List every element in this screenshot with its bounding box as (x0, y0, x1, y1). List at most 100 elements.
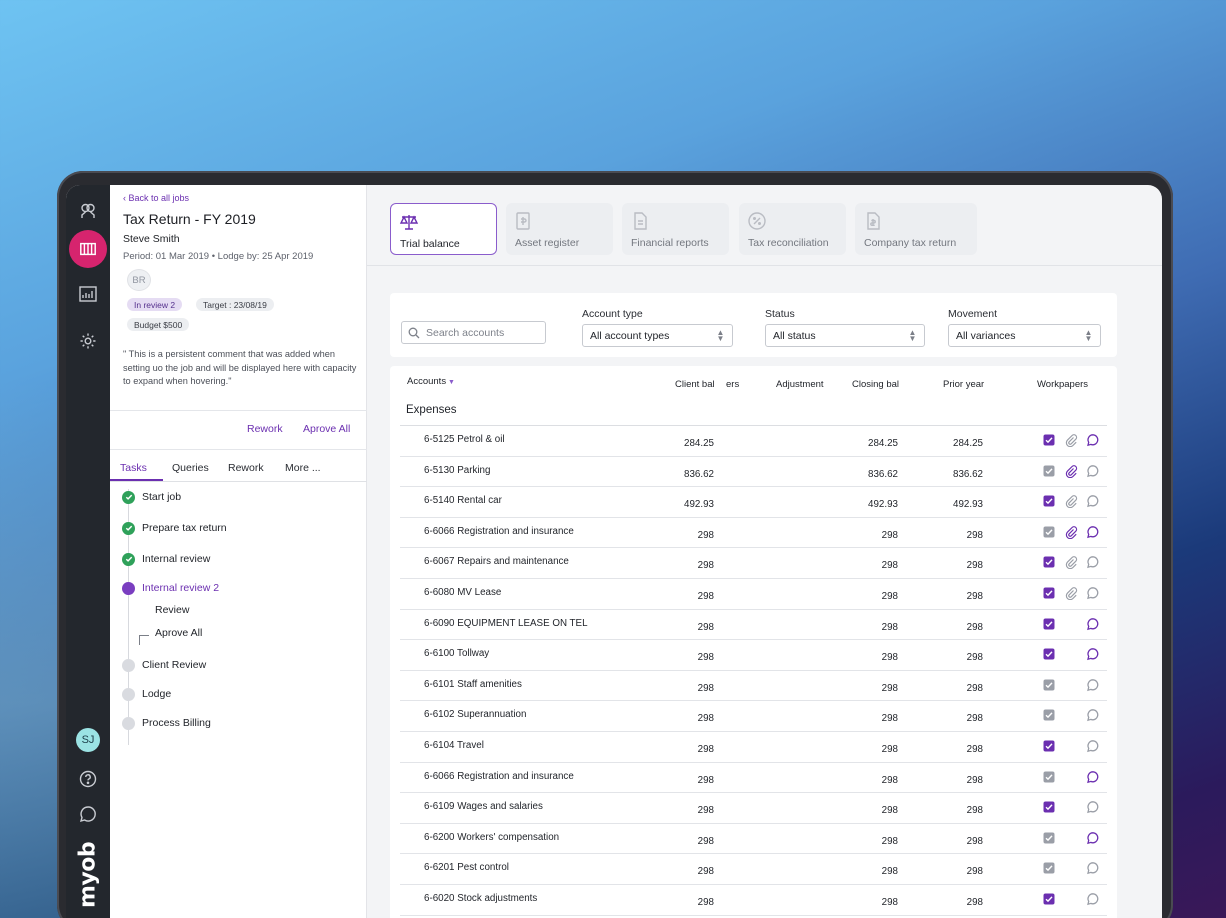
workpaper-done-icon[interactable] (1042, 800, 1056, 814)
tab-tasks[interactable]: Tasks (120, 462, 147, 474)
table-row[interactable]: 6-6102 Superannuation 298 298 298 (400, 701, 1107, 732)
tab-more[interactable]: More ... (285, 462, 321, 474)
help-icon[interactable] (66, 761, 110, 797)
task-step[interactable]: Lodge (122, 686, 171, 702)
task-step[interactable]: Internal review (122, 551, 210, 567)
gear-icon[interactable] (66, 323, 110, 359)
table-row[interactable]: 6-5125 Petrol & oil 284.25 284.25 284.25 (400, 426, 1107, 457)
col-header-prior-year[interactable]: Prior year (943, 379, 985, 390)
workpaper-done-icon[interactable] (1042, 739, 1056, 753)
workpaper-todo-icon[interactable] (1042, 708, 1056, 722)
col-header-accounts[interactable]: Accounts ▼ (407, 376, 455, 387)
chat-icon[interactable] (66, 796, 110, 832)
comment-icon[interactable] (1086, 770, 1100, 784)
workpaper-done-icon[interactable] (1042, 494, 1056, 508)
workpaper-done-icon[interactable] (1042, 892, 1056, 906)
rework-button[interactable]: Rework (247, 423, 283, 435)
table-row[interactable]: 6-6109 Wages and salaries 298 298 298 (400, 793, 1107, 824)
tab-company-tax-return[interactable]: Company tax return (855, 203, 977, 255)
table-row[interactable]: 6-5130 Parking 836.62 836.62 836.62 (400, 457, 1107, 488)
col-header-adjustment[interactable]: Adjustment (776, 379, 824, 390)
table-row[interactable]: 6-6104 Travel 298 298 298 (400, 732, 1107, 763)
table-row[interactable]: 6-6201 Pest control 298 298 298 (400, 854, 1107, 885)
attachment-icon[interactable] (1064, 586, 1078, 601)
workpaper-done-icon[interactable] (1042, 617, 1056, 631)
comment-icon[interactable] (1086, 739, 1100, 753)
comment-icon[interactable] (1086, 617, 1100, 631)
attachment-icon[interactable] (1064, 525, 1078, 540)
col-header-closing-bal[interactable]: Closing bal (852, 379, 899, 390)
comment-icon[interactable] (1086, 831, 1100, 845)
comment-icon[interactable] (1086, 586, 1100, 600)
table-row[interactable]: 6-6067 Repairs and maintenance 298 298 298 (400, 548, 1107, 579)
task-step[interactable]: Process Billing (122, 715, 211, 731)
comment-icon[interactable] (1086, 464, 1100, 478)
comment-icon[interactable] (1086, 678, 1100, 692)
comment-icon[interactable] (1086, 708, 1100, 722)
task-step-current[interactable]: Internal review 2 (122, 580, 219, 596)
comment-icon[interactable] (1086, 800, 1100, 814)
comment-icon[interactable] (1086, 861, 1100, 875)
comment-icon[interactable] (1086, 647, 1100, 661)
attachment-icon[interactable] (1064, 433, 1078, 448)
comment-icon[interactable] (1086, 525, 1100, 539)
movement-select[interactable]: All variances ▲ ▼ (948, 324, 1101, 347)
table-row[interactable]: 6-6090 EQUIPMENT LEASE ON TEL 298 298 298 (400, 610, 1107, 641)
tab-financial-reports[interactable]: Financial reports (622, 203, 729, 255)
search-input[interactable]: Search accounts (401, 321, 546, 344)
people-icon[interactable] (66, 193, 110, 229)
approve-all-button[interactable]: Aprove All (303, 423, 351, 435)
tab-asset-register[interactable]: Asset register (506, 203, 613, 255)
user-avatar[interactable]: SJ (76, 728, 100, 752)
workpaper-done-icon[interactable] (1042, 555, 1056, 569)
col-header-workpapers[interactable]: Workpapers (1037, 379, 1089, 390)
main-content: Trial balance Asset register Financial r… (367, 185, 1162, 918)
comment-icon[interactable] (1086, 433, 1100, 447)
table-row[interactable]: 6-5140 Rental car 492.93 492.93 492.93 (400, 487, 1107, 518)
table-row[interactable]: 6-6101 Staff amenities 298 298 298 (400, 671, 1107, 702)
assignee-avatar[interactable]: BR (127, 269, 151, 291)
substep-review[interactable]: Review (155, 604, 190, 616)
task-step[interactable]: Start job (122, 489, 181, 505)
table-row[interactable]: 6-6066 Registration and insurance 298 298 2… (400, 518, 1107, 549)
comment-icon[interactable] (1086, 892, 1100, 906)
table-row[interactable]: 6-6066 Registration and insurance 298 298 2… (400, 763, 1107, 794)
tab-queries[interactable]: Queries (172, 462, 209, 474)
tab-tax-reconciliation[interactable]: Tax reconciliation (739, 203, 846, 255)
substep-approve-all[interactable]: Aprove All (155, 627, 203, 639)
workpaper-done-icon[interactable] (1042, 586, 1056, 600)
client-bal-value: 298 (697, 652, 714, 664)
attachment-icon[interactable] (1064, 464, 1078, 478)
comment-icon[interactable] (1086, 555, 1100, 569)
table-row[interactable]: 6-6100 Tollway 298 298 298 (400, 640, 1107, 671)
jobs-icon[interactable] (69, 230, 107, 268)
check-icon (122, 490, 135, 504)
back-link[interactable]: ‹ Back to all jobs (123, 193, 190, 203)
workpaper-todo-icon[interactable] (1042, 770, 1056, 784)
status-select[interactable]: All status ▲ ▼ (765, 324, 925, 347)
table-row[interactable]: 6-6020 Stock adjustments 298 298 298 (400, 885, 1107, 916)
tab-rework[interactable]: Rework (228, 462, 264, 474)
task-step[interactable]: Client Review (122, 657, 206, 673)
reports-icon[interactable] (66, 276, 110, 312)
workpaper-todo-icon[interactable] (1042, 861, 1056, 875)
table-row[interactable]: 6-6200 Workers' compensation 298 298 298 (400, 824, 1107, 855)
tab-trial-balance[interactable]: Trial balance (390, 203, 497, 255)
workpaper-todo-icon[interactable] (1042, 525, 1056, 539)
comment-icon[interactable] (1086, 494, 1100, 508)
task-step[interactable]: Prepare tax return (122, 520, 227, 536)
filter-bar: Search accounts Account type All account… (390, 293, 1117, 357)
prior-year-value: 836.62 (953, 468, 983, 480)
client-bal-value: 298 (697, 805, 714, 817)
table-row[interactable]: 6-6080 MV Lease 298 298 298 (400, 579, 1107, 610)
attachment-icon[interactable] (1064, 494, 1078, 509)
workpaper-done-icon[interactable] (1042, 647, 1056, 661)
workpaper-todo-icon[interactable] (1042, 678, 1056, 692)
col-header-client-bal[interactable]: Client bal (675, 379, 715, 390)
attachment-icon[interactable] (1064, 555, 1078, 570)
client-bal-value: 492.93 (684, 499, 714, 511)
account-type-select[interactable]: All account types ▲ ▼ (582, 324, 733, 347)
workpaper-todo-icon[interactable] (1042, 464, 1056, 478)
workpaper-todo-icon[interactable] (1042, 831, 1056, 845)
workpaper-done-icon[interactable] (1042, 433, 1056, 447)
